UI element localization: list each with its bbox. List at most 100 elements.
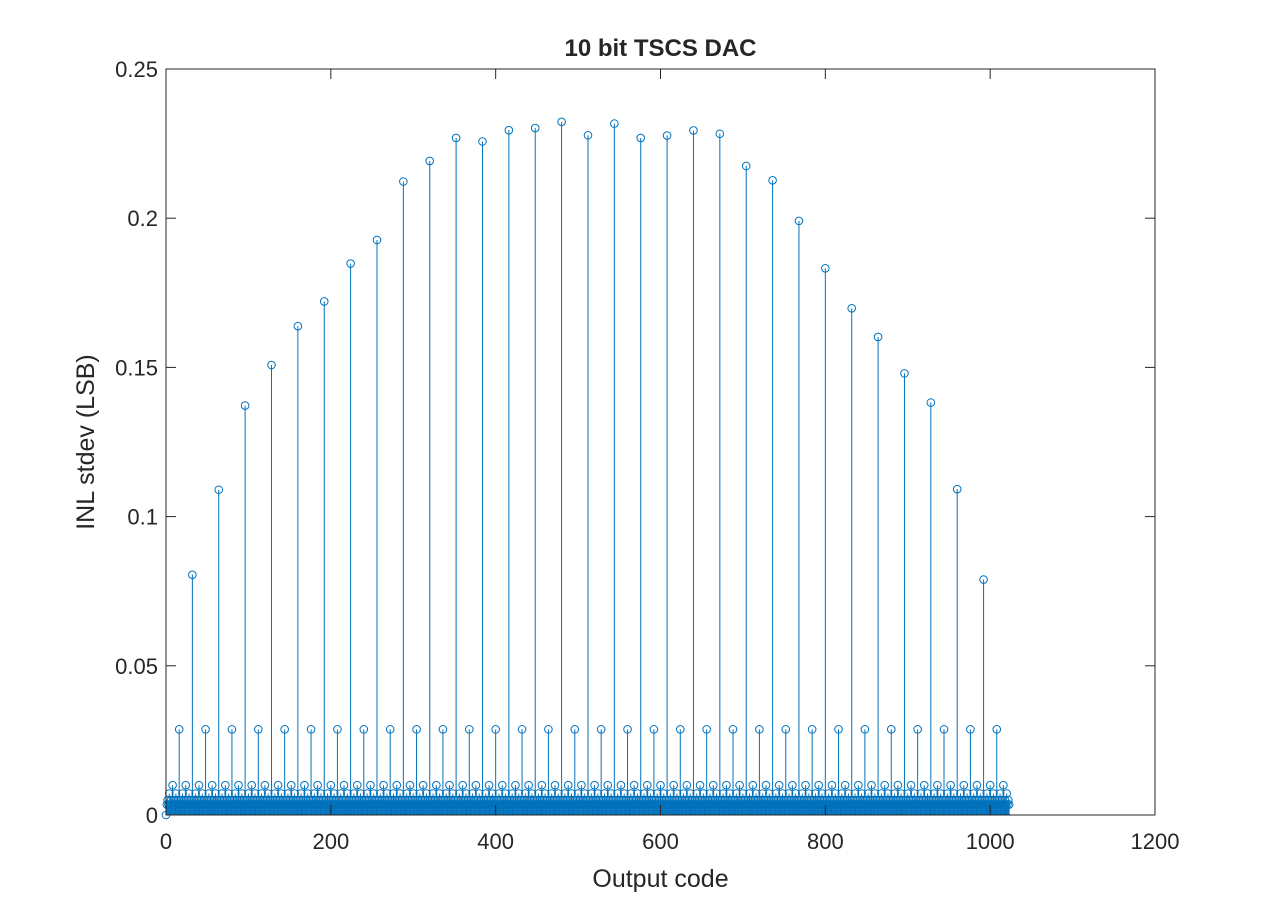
stem-marker [550, 780, 560, 790]
stem-marker [606, 789, 616, 798]
x-axis-label: Output code [592, 865, 728, 893]
stem-marker [224, 789, 233, 798]
stem-marker [1002, 789, 1011, 798]
stem-marker [596, 725, 606, 734]
stem-marker [860, 725, 870, 734]
stem-marker [1004, 800, 1014, 809]
stem-marker [497, 780, 507, 790]
stem-marker [244, 789, 253, 798]
stem-marker [227, 725, 237, 734]
stem-marker [405, 780, 415, 790]
stem-marker [610, 119, 619, 128]
stem-marker [333, 725, 342, 734]
stem-marker [863, 789, 873, 798]
stem-marker [570, 725, 580, 734]
stem-marker [962, 789, 972, 798]
stem-marker [722, 780, 731, 790]
stem-marker [913, 725, 922, 734]
stem-marker [524, 780, 533, 790]
stem-marker [870, 789, 880, 798]
stem-marker [293, 321, 303, 331]
stem-marker [893, 780, 903, 790]
stem-marker [257, 789, 266, 798]
stem-marker [178, 789, 187, 798]
stem-marker [867, 780, 876, 790]
stem-marker [659, 789, 669, 798]
stem-marker [926, 398, 936, 407]
stem-marker [580, 789, 589, 798]
stem-marker [214, 485, 224, 495]
stem-marker [267, 360, 276, 370]
stem-marker [339, 780, 349, 790]
stem-marker [352, 780, 362, 790]
stem-marker [761, 780, 771, 790]
stem-marker [896, 789, 906, 798]
stem-marker [534, 789, 543, 798]
stem-marker [788, 780, 797, 790]
stem-marker [979, 575, 988, 584]
stem-marker [540, 789, 550, 798]
stem-marker [672, 789, 682, 798]
stem-marker [583, 130, 593, 140]
stem-marker [995, 789, 1005, 798]
stem-marker [435, 789, 444, 798]
stem-marker [164, 789, 174, 798]
stem-marker [517, 725, 527, 734]
stem-marker [626, 789, 636, 798]
stem-marker [415, 789, 425, 798]
stem-marker [840, 780, 850, 790]
stem-marker [283, 789, 293, 798]
stem-marker [544, 725, 553, 734]
stem-marker [850, 789, 860, 798]
stem-marker [461, 789, 471, 798]
stem-marker [741, 161, 751, 171]
stem-marker [725, 789, 735, 798]
stem-marker [797, 789, 807, 798]
x-tick-label: 200 [312, 829, 349, 854]
stem-marker [201, 725, 210, 734]
stem-marker [916, 789, 926, 798]
stem-marker [936, 789, 946, 798]
stem-marker [464, 725, 474, 734]
stem-marker [408, 789, 418, 798]
stem-marker [854, 780, 863, 790]
stem-marker [501, 789, 510, 798]
stem-marker [666, 789, 675, 798]
stem-marker [399, 177, 408, 186]
stem-marker [316, 789, 326, 798]
stem-marker [952, 484, 962, 494]
stem-marker [636, 133, 646, 143]
stem-marker [577, 780, 586, 790]
stem-marker [946, 780, 955, 790]
stem-marker [751, 789, 761, 798]
stem-marker [985, 780, 995, 790]
stem-marker [975, 789, 985, 798]
y-tick-label: 0.1 [127, 505, 158, 530]
stem-marker [649, 725, 659, 734]
stem-marker [837, 789, 847, 798]
stem-marker [900, 369, 909, 378]
stem-marker [939, 725, 949, 734]
plot-area [166, 69, 1155, 815]
stem-marker [204, 789, 214, 798]
stem-marker [478, 137, 487, 146]
stem-marker [326, 780, 336, 790]
stem-marker [966, 725, 975, 734]
stem-marker [310, 789, 319, 798]
stem-marker [629, 780, 639, 790]
stem-marker [738, 789, 748, 798]
stem-marker [260, 780, 270, 790]
stem-marker [359, 725, 369, 734]
stem-marker [207, 780, 217, 790]
stem-marker [247, 780, 257, 790]
stem-marker [211, 789, 220, 798]
stem-marker [844, 789, 853, 798]
stem-marker [969, 789, 978, 798]
stem-marker [184, 789, 194, 798]
stem-marker [174, 725, 184, 734]
stem-marker [425, 156, 435, 166]
stem-marker [217, 789, 227, 798]
stem-marker [735, 780, 744, 790]
stem-marker [230, 789, 240, 798]
stem-marker [250, 789, 260, 798]
